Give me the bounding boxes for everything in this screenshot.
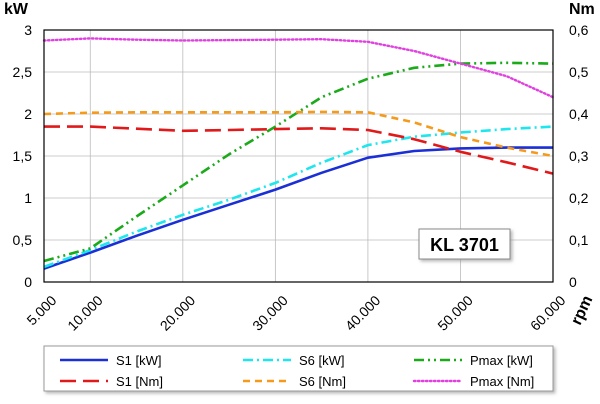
plot-lines (42, 37, 555, 270)
y-right-tick-label: 0 (569, 274, 577, 290)
y-right-tick-label: 0,5 (569, 64, 589, 80)
plot-area-border (43, 29, 554, 283)
model-label: KL 3701 (430, 235, 499, 255)
legend: S1 [kW] S6 [kW] Pmax [kW] S1 [Nm] S6 [Nm] Pma… (43, 345, 554, 392)
legend-label: S1 [Nm] (116, 374, 163, 389)
x-tick-label: 50.000 (434, 292, 476, 334)
y-right-tick-label: 0,6 (569, 22, 589, 38)
y-left-tick-label: 2 (24, 106, 32, 122)
y-left-tick-label: 2,5 (13, 64, 33, 80)
axis-ticks: 0 0,5 1 1,5 2 2,5 3 0 0,1 0,2 0,3 0,4 0,5 0,6 5.000 10.… (13, 22, 589, 334)
x-tick-label: 30.000 (249, 292, 291, 334)
y-left-tick-label: 3 (24, 22, 32, 38)
y-right-tick-label: 0,4 (569, 106, 589, 122)
series-line-pmax-nm (42, 37, 555, 99)
model-label-box: KL 3701 (418, 228, 511, 260)
x-tick-label: 60.000 (527, 292, 569, 334)
y-right-tick-label: 0,1 (569, 232, 589, 248)
legend-label: Pmax [kW] (470, 353, 533, 368)
x-tick-label: 5.000 (23, 292, 59, 328)
y-left-tick-label: 0,5 (13, 232, 33, 248)
y-right-tick-label: 0,3 (569, 148, 589, 164)
series-line-s1-kw (43, 146, 553, 270)
x-tick-label: 20.000 (157, 292, 199, 334)
legend-label: S6 [kW] (299, 353, 345, 368)
y-left-tick-label: 0 (24, 274, 32, 290)
series-line-s6-kw (43, 125, 554, 269)
x-tick-label: 10.000 (64, 292, 106, 334)
legend-label: S1 [kW] (116, 353, 162, 368)
series-line-pmax-kw (43, 61, 554, 263)
y-right-unit-label: Nm (569, 1, 595, 18)
y-left-tick-label: 1,5 (13, 148, 33, 164)
y-left-tick-label: 1 (24, 190, 32, 206)
legend-label: Pmax [Nm] (470, 374, 534, 389)
y-left-unit-label: kW (4, 1, 29, 18)
legend-label: S6 [Nm] (299, 374, 346, 389)
series-line-s1-nm (44, 125, 554, 175)
x-unit-label: rpm (568, 293, 596, 328)
series-line-s6-nm (43, 110, 554, 158)
x-tick-label: 40.000 (342, 292, 384, 334)
y-right-tick-label: 0,2 (569, 190, 589, 206)
